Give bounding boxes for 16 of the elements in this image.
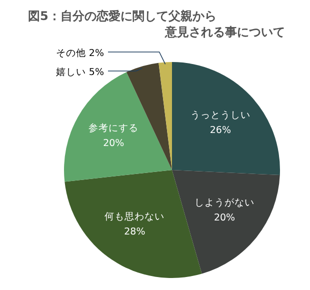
data-label: 20% [103,138,124,150]
slice-label: しようがない [194,198,255,209]
pie-slice [172,62,280,176]
slice-label: うっとうしい [190,110,250,121]
slice-label: その他 2% [56,47,104,59]
pie-slice [158,62,172,170]
chart-title: 図5：自分の恋愛に関して父親から意見される事について [28,9,285,39]
slice-label: 何も思わない [104,212,165,223]
pie-slice [172,170,280,274]
pie-slice [64,170,202,278]
data-label: 26% [210,124,231,136]
pie-slice [126,62,172,170]
slice-label: 嬉しい 5% [56,67,104,78]
slice-label: 参考にする [88,122,139,134]
data-label: 28% [124,226,146,238]
data-label: 20% [214,212,236,224]
